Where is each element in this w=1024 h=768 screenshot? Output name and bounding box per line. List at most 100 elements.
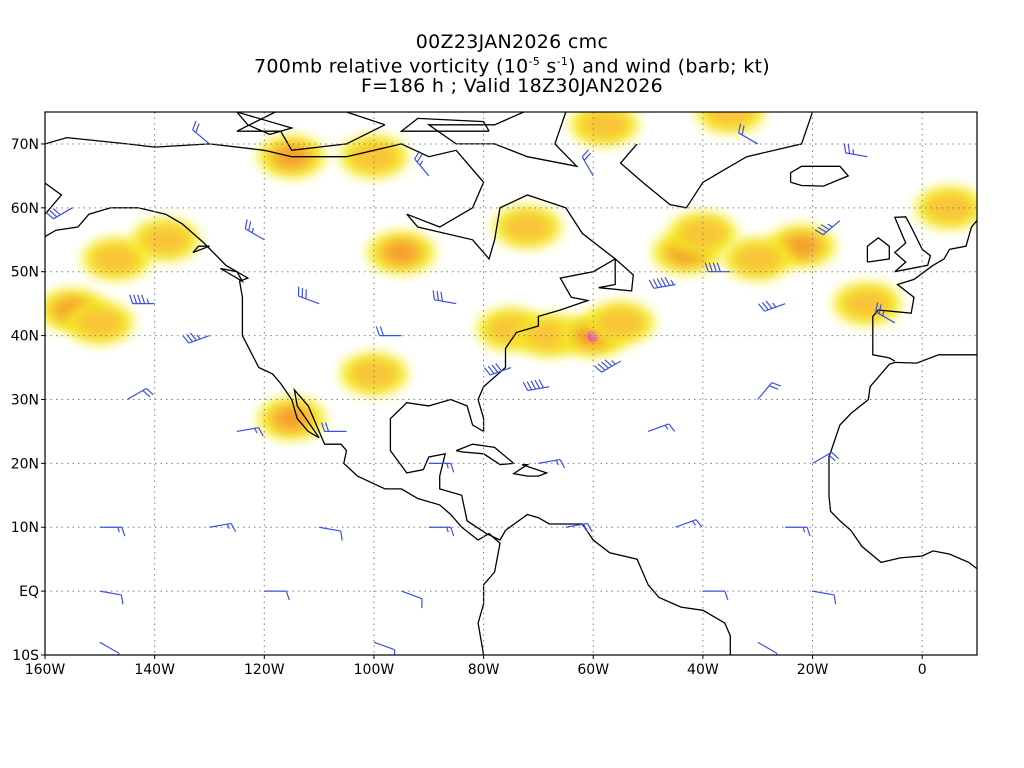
coastline xyxy=(426,112,579,168)
coastline xyxy=(828,354,977,570)
wind-barb xyxy=(182,332,210,344)
title-line-2-prefix: 700mb relative vorticity (10 xyxy=(254,55,529,78)
wind-barb xyxy=(414,150,430,177)
wind-barb xyxy=(812,590,837,605)
wind-barb xyxy=(373,641,396,655)
chart-title-block: 00Z23JAN2026 cmc 700mb relative vorticit… xyxy=(0,32,1024,96)
latitude-label: 40N xyxy=(11,329,39,345)
latitude-label: 20N xyxy=(11,456,39,472)
longitude-label: 160W xyxy=(25,662,66,678)
longitude-label: 100W xyxy=(354,662,395,678)
wind-barb xyxy=(594,359,621,373)
wind-barb xyxy=(126,387,154,400)
wind-barb xyxy=(375,326,402,337)
wind-barb xyxy=(648,276,676,289)
vorticity-area xyxy=(367,231,436,274)
coastline xyxy=(893,216,932,273)
vorticity-area xyxy=(915,187,977,229)
wind-barb xyxy=(814,220,841,236)
latitude-label: 60N xyxy=(11,201,39,217)
wind-barb xyxy=(236,427,264,437)
wind-barb xyxy=(432,290,457,305)
title-line-2-mid: s xyxy=(540,55,557,78)
wind-barb xyxy=(704,262,731,273)
wind-barb xyxy=(757,382,781,400)
longitude-label: 0 xyxy=(918,662,927,678)
wind-barb xyxy=(99,590,124,605)
latitude-label: 70N xyxy=(11,137,39,153)
wind-barb xyxy=(297,286,320,305)
longitude-label: 40W xyxy=(687,662,719,678)
wind-barb xyxy=(581,149,594,177)
vorticity-area xyxy=(493,206,562,248)
wind-barb xyxy=(129,294,155,305)
wind-barb xyxy=(401,590,423,609)
wind-barb xyxy=(702,590,729,601)
plot-frame xyxy=(44,111,978,656)
wind-barb xyxy=(875,302,896,324)
coastline xyxy=(45,207,501,655)
latitude-label: 50N xyxy=(11,265,39,281)
latitude-label: EQ xyxy=(19,584,39,600)
longitude-labels: 160W 140W 120W 100W 80W 60W 40W 20W 0 xyxy=(25,655,927,678)
wind-barb xyxy=(428,462,455,473)
wind-barb xyxy=(785,526,811,537)
wind-barb xyxy=(675,519,703,528)
vorticity-area xyxy=(131,218,200,261)
title-line-2-exponent-1: -5 xyxy=(528,55,541,68)
wind-barbs xyxy=(45,120,896,655)
vorticity-area xyxy=(82,238,151,280)
vorticity-area xyxy=(66,302,134,344)
wind-barb xyxy=(45,207,73,220)
wind-barb xyxy=(522,379,550,392)
vorticity-area xyxy=(340,353,408,395)
longitude-label: 120W xyxy=(244,662,285,678)
coastline xyxy=(866,236,890,263)
vorticity-area xyxy=(586,302,655,344)
wind-barb xyxy=(428,526,455,537)
graticule xyxy=(45,112,977,655)
wind-barb xyxy=(320,422,347,433)
wind-barb xyxy=(647,423,676,432)
wind-barb xyxy=(758,300,786,312)
latitude-label: 10S xyxy=(12,648,39,664)
title-line-1: 00Z23JAN2026 cmc xyxy=(415,31,609,53)
coastline xyxy=(236,112,295,136)
wind-barb xyxy=(538,458,566,469)
coastline xyxy=(598,258,634,292)
vorticity-shading xyxy=(45,112,977,440)
longitude-label: 80W xyxy=(468,662,500,678)
coastline xyxy=(220,267,245,284)
coastline xyxy=(789,165,850,187)
longitude-label: 60W xyxy=(577,662,609,678)
coastlines xyxy=(45,112,977,655)
vorticity-area xyxy=(833,282,902,325)
wind-barb xyxy=(483,363,512,376)
wind-barb xyxy=(244,219,265,241)
wind-barb xyxy=(319,526,343,541)
title-line-3: F=186 h ; Valid 18Z30JAN2026 xyxy=(360,75,664,98)
vorticity-area xyxy=(696,112,765,133)
wind-barb xyxy=(843,143,868,158)
wind-barb xyxy=(812,451,840,464)
title-line-2: 700mb relative vorticity (10-5 s-1) and … xyxy=(0,52,1024,76)
wind-barb xyxy=(209,522,237,533)
coastline xyxy=(872,220,977,362)
wind-barb xyxy=(99,526,126,537)
coastline xyxy=(236,112,386,151)
coastline xyxy=(399,117,490,132)
latitude-label: 10N xyxy=(11,520,39,536)
wind-barb xyxy=(565,522,593,533)
latitude-label: 30N xyxy=(11,392,39,408)
title-line-2-exponent-2: -1 xyxy=(556,55,569,68)
title-line-2-suffix: ) and wind (barb; kt) xyxy=(568,55,770,78)
wind-barb xyxy=(757,641,778,655)
coastline xyxy=(45,136,731,655)
wind-barb xyxy=(264,590,290,601)
latitude-labels: 70N 60N 50N 40N 30N 20N 10N EQ 10S xyxy=(11,137,45,664)
vorticity-area xyxy=(723,238,792,280)
wind-barb xyxy=(738,123,759,145)
wind-barb xyxy=(192,120,210,145)
coastline xyxy=(511,463,549,477)
